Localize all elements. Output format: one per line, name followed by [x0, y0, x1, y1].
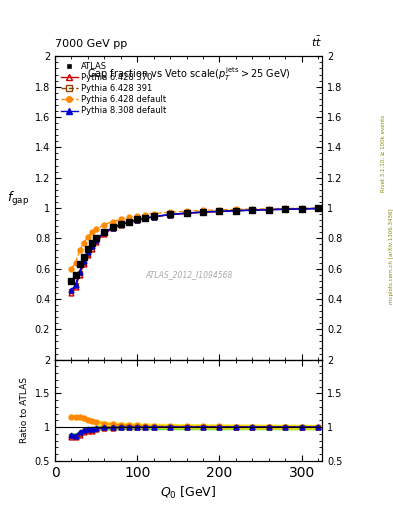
Y-axis label: Ratio to ATLAS: Ratio to ATLAS [20, 377, 29, 443]
Text: mcplots.cern.ch [arXiv:1306.3436]: mcplots.cern.ch [arXiv:1306.3436] [389, 208, 393, 304]
Text: Gap fraction vs Veto scale($p_T^{\rm jets}$$>$25 GeV): Gap fraction vs Veto scale($p_T^{\rm jet… [87, 66, 290, 83]
Legend: ATLAS, Pythia 6.428 370, Pythia 6.428 391, Pythia 6.428 default, Pythia 8.308 de: ATLAS, Pythia 6.428 370, Pythia 6.428 39… [59, 60, 168, 117]
Text: 7000 GeV pp: 7000 GeV pp [55, 38, 127, 49]
Y-axis label: $f_{\rm gap}$: $f_{\rm gap}$ [7, 190, 29, 208]
Text: Rivet 3.1.10, ≥ 100k events: Rivet 3.1.10, ≥ 100k events [381, 115, 386, 192]
Text: $t\bar{t}$: $t\bar{t}$ [311, 34, 322, 49]
Text: ATLAS_2012_I1094568: ATLAS_2012_I1094568 [145, 270, 232, 279]
X-axis label: $Q_0$ [GeV]: $Q_0$ [GeV] [160, 485, 217, 501]
